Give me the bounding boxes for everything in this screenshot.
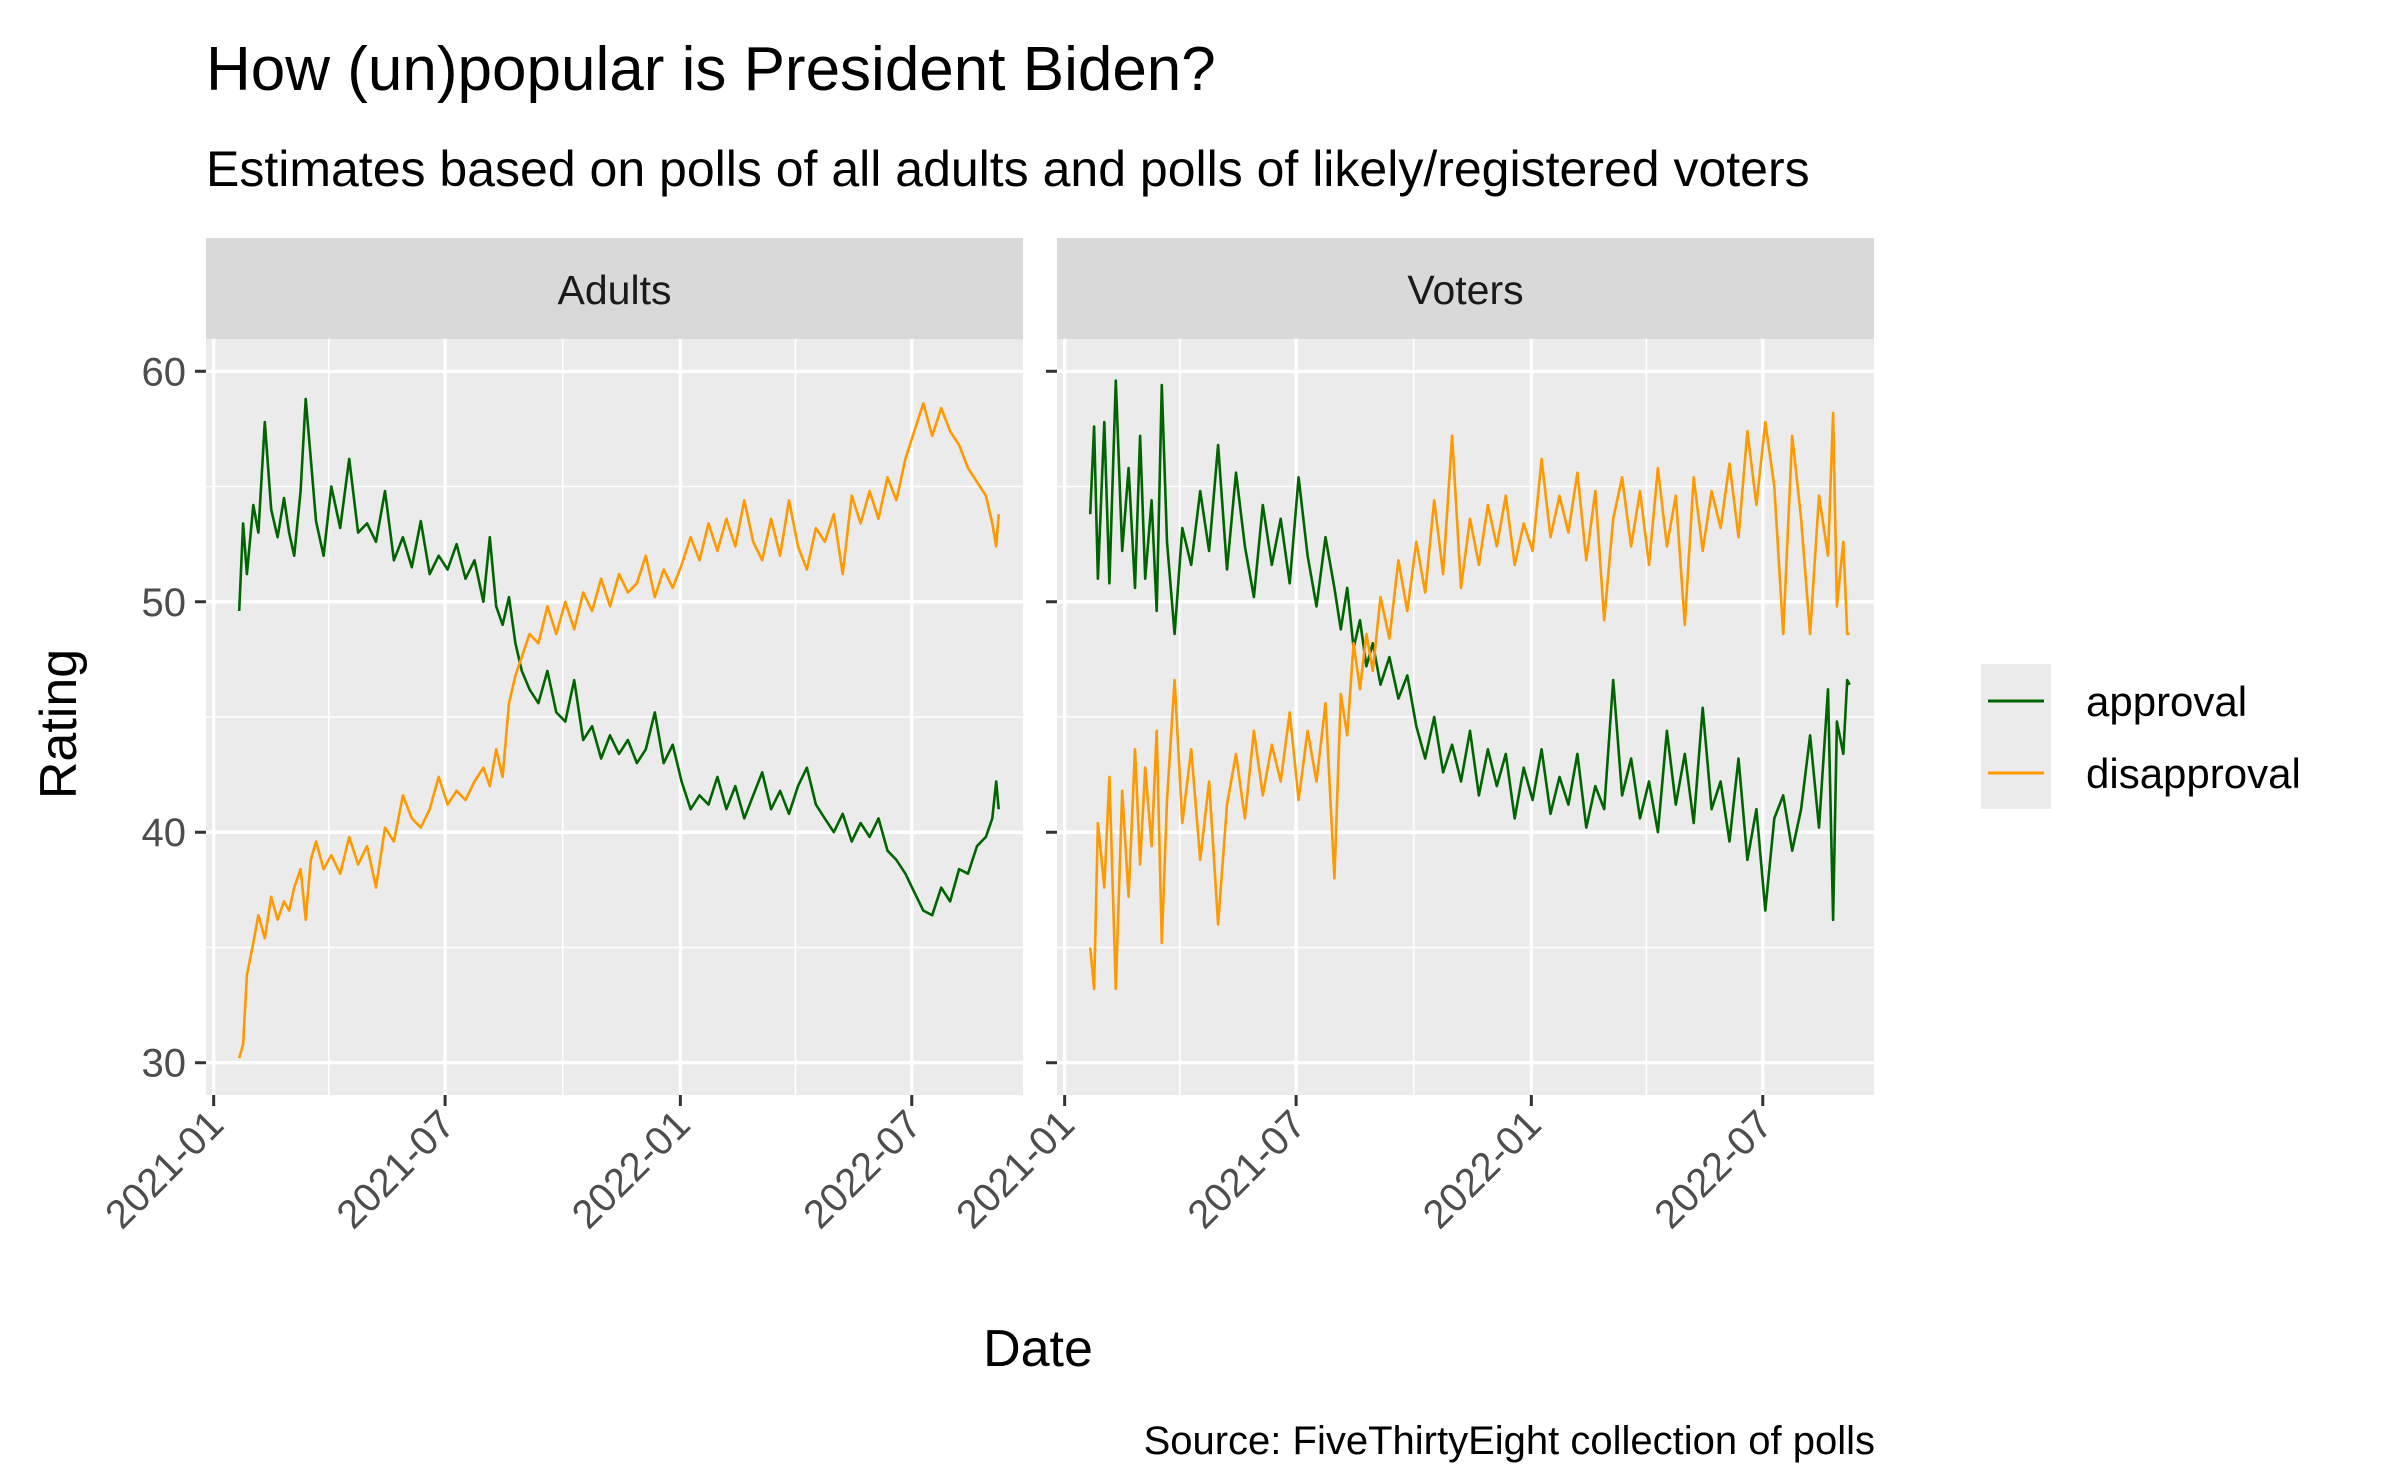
facet-panel-voters: Voters 2021-01 2021-07 2022-01 2022-07 <box>948 238 1874 1237</box>
chart-subtitle: Estimates based on polls of all adults a… <box>206 141 1810 197</box>
x-tick-label: 2022-01 <box>1415 1102 1550 1237</box>
facet-strip-label: Adults <box>558 267 672 313</box>
chart-caption: Source: FiveThirtyEight collection of po… <box>1144 1419 1875 1463</box>
facet-strip <box>206 238 1023 339</box>
facet-strip-label: Voters <box>1407 267 1523 313</box>
y-tick-label: 60 <box>142 350 187 394</box>
x-tick-label: 2021-07 <box>1180 1102 1315 1237</box>
x-tick-label: 2022-07 <box>795 1102 930 1237</box>
y-tick-label: 40 <box>142 811 187 855</box>
series-line-disapproval <box>237 402 1000 1059</box>
series-line-disapproval <box>1088 411 1850 991</box>
legend-label-disapproval: disapproval <box>2086 750 2301 797</box>
y-tick-label: 50 <box>142 581 187 625</box>
x-tick-label: 2021-01 <box>948 1102 1083 1237</box>
x-tick-label: 2022-01 <box>564 1102 699 1237</box>
series-line-approval <box>1088 379 1851 922</box>
series-line-approval <box>237 397 1000 917</box>
x-axis-title: Date <box>983 1320 1093 1378</box>
y-axis-title: Rating <box>30 649 88 799</box>
legend-key-background <box>1981 664 2051 809</box>
facet-panel-adults: Adults 30 40 50 60 2021-01 2021-07 2022-01 2022-… <box>97 238 1023 1237</box>
chart-title: How (un)popular is President Biden? <box>206 35 1216 104</box>
x-tick-label: 2021-01 <box>97 1102 232 1237</box>
legend-label-approval: approval <box>2086 678 2247 725</box>
facet-strip <box>1057 238 1874 339</box>
x-tick-label: 2022-07 <box>1646 1102 1781 1237</box>
legend: approval disapproval <box>1981 664 2301 809</box>
x-tick-label: 2021-07 <box>329 1102 464 1237</box>
y-tick-label: 30 <box>142 1042 187 1086</box>
facet-panels: Adults 30 40 50 60 2021-01 2021-07 2022-01 2022-… <box>97 238 1874 1237</box>
